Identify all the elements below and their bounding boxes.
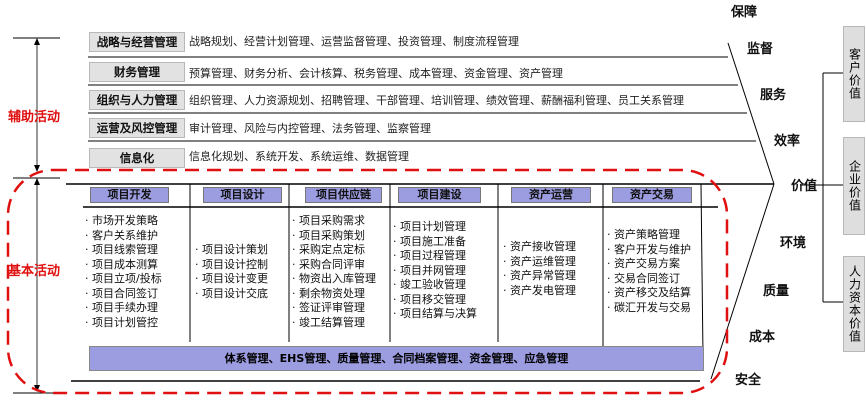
list-item: 项目计划管控 <box>85 316 162 331</box>
primary-activities-label: 基本活动 <box>8 264 61 279</box>
list-construction: 项目计划管理 项目施工准备 项目过程管理 项目并网管理 竣工验收管理 项目移交管… <box>393 220 477 322</box>
list-item: 项目过程管理 <box>393 249 477 264</box>
support-items-it: 信息化规划、系统开发、系统运维、数据管理 <box>189 150 409 163</box>
support-box-it: 信息化 <box>89 148 185 168</box>
list-item: 项目设计控制 <box>195 258 268 273</box>
list-item: 资产异常管理 <box>503 269 576 284</box>
list-item: 采购合同评审 <box>292 258 376 273</box>
support-items-hr: 组织管理、人力资源规划、招聘管理、干部管理、培训管理、绩效管理、薪酬福利管理、员… <box>189 94 684 107</box>
list-item: 项目移交管理 <box>393 293 477 308</box>
primary-activities-highlight <box>6 168 729 395</box>
primary-header-asset-trading: 资产交易 <box>612 187 692 203</box>
list-supply-chain: 项目采购需求 项目采购策划 采购定点定标 采购合同评审 物资出入库管理 剩余物资… <box>292 214 376 330</box>
list-item: 资产移交及结算 <box>607 286 691 301</box>
primary-header-design: 项目设计 <box>203 187 282 203</box>
support-box-strategy: 战略与经营管理 <box>89 32 185 52</box>
customer-value-box: 客户价值 <box>843 26 865 122</box>
list-item: 资产交易方案 <box>607 257 691 272</box>
common-management-band: 体系管理、EHS管理、质量管理、合同档案管理、资金管理、应急管理 <box>89 346 704 371</box>
label-efficiency: 效率 <box>774 134 801 149</box>
support-box-finance: 财务管理 <box>89 62 185 82</box>
support-box-risk: 运营及风控管理 <box>89 118 185 138</box>
list-item: 市场开发策略 <box>85 214 162 229</box>
support-items-finance: 预算管理、财务分析、会计核算、税务管理、成本管理、资金管理、资产管理 <box>189 67 563 80</box>
list-item: 资产发电管理 <box>503 284 576 299</box>
list-item: 交易合同签订 <box>607 272 691 287</box>
list-item: 物资出入库管理 <box>292 272 376 287</box>
list-item: 资产运维管理 <box>503 255 576 270</box>
list-item: 项目手续办理 <box>85 301 162 316</box>
list-item: 项目采购需求 <box>292 214 376 229</box>
label-cost: 成本 <box>749 330 776 345</box>
list-design: 项目设计策划 项目设计控制 项目设计变更 项目设计交底 <box>195 243 268 301</box>
enterprise-value-box: 企业价值 <box>843 137 865 235</box>
list-item: 碳汇开发与交易 <box>607 301 691 316</box>
list-item: 项目采购策划 <box>292 229 376 244</box>
list-item: 项目设计交底 <box>195 287 268 302</box>
list-item: 项目成本测算 <box>85 258 162 273</box>
support-items-risk: 审计管理、风险与内控管理、法务管理、监察管理 <box>189 122 431 135</box>
primary-header-supply-chain: 项目供应链 <box>305 187 382 203</box>
list-item: 项目施工准备 <box>393 235 477 250</box>
support-box-hr: 组织与人力管理 <box>89 90 185 110</box>
list-item: 资产策略管理 <box>607 228 691 243</box>
human-capital-value-box: 人力资本价值 <box>843 256 865 352</box>
primary-header-construction: 项目建设 <box>398 187 481 203</box>
list-item: 签证评审管理 <box>292 301 376 316</box>
primary-header-asset-operation: 资产运营 <box>511 187 591 203</box>
list-asset-trading: 资产策略管理 客户开发与维护 资产交易方案 交易合同签订 资产移交及结算 碳汇开… <box>607 228 691 315</box>
label-environment: 环境 <box>780 236 807 251</box>
list-item: 项目合同签订 <box>85 287 162 302</box>
label-safety: 安全 <box>735 373 762 388</box>
list-item: 项目立项/投标 <box>85 272 162 287</box>
list-item: 项目线索管理 <box>85 243 162 258</box>
list-development: 市场开发策略 客户关系维护 项目线索管理 项目成本测算 项目立项/投标 项目合同… <box>85 214 162 330</box>
list-item: 项目并网管理 <box>393 264 477 279</box>
label-value: 价值 <box>791 179 818 194</box>
label-quality: 质量 <box>763 284 790 299</box>
label-service: 服务 <box>760 88 787 103</box>
support-items-strategy: 战略规划、经营计划管理、运营监督管理、投资管理、制度流程管理 <box>189 35 519 48</box>
list-item: 项目计划管理 <box>393 220 477 235</box>
list-item: 剩余物资处理 <box>292 287 376 302</box>
list-item: 项目设计变更 <box>195 272 268 287</box>
list-item: 竣工验收管理 <box>393 278 477 293</box>
primary-header-development: 项目开发 <box>90 187 169 203</box>
list-item: 资产接收管理 <box>503 240 576 255</box>
list-item: 项目结算与决算 <box>393 307 477 322</box>
support-activities-label: 辅助活动 <box>8 110 61 125</box>
list-item: 客户关系维护 <box>85 229 162 244</box>
label-supervision: 监督 <box>747 42 774 57</box>
list-item: 项目设计策划 <box>195 243 268 258</box>
label-guarantee: 保障 <box>731 5 758 20</box>
list-item: 竣工结算管理 <box>292 316 376 331</box>
list-asset-operation: 资产接收管理 资产运维管理 资产异常管理 资产发电管理 <box>503 240 576 298</box>
list-item: 采购定点定标 <box>292 243 376 258</box>
list-item: 客户开发与维护 <box>607 243 691 258</box>
